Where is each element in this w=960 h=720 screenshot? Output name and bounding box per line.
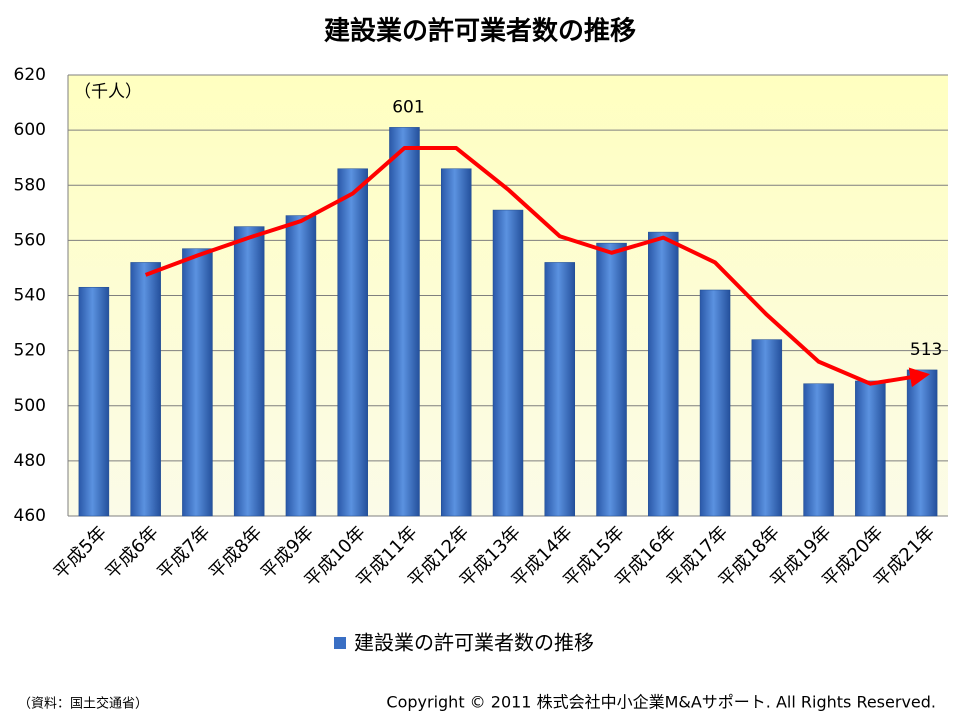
y-tick-label: 520	[14, 341, 46, 361]
bar	[751, 339, 783, 517]
trend-line	[144, 146, 931, 388]
x-tick-label: 平成7年	[153, 522, 214, 583]
bar	[182, 248, 213, 517]
bar	[699, 289, 731, 517]
x-tick-label: 平成5年	[50, 522, 111, 583]
unit-label: （千人）	[74, 82, 142, 102]
bar	[233, 226, 265, 517]
y-tick-label: 560	[14, 230, 46, 250]
source: （資料：国土交通省）	[18, 696, 148, 712]
y-tick-label: 620	[14, 65, 46, 85]
bar	[130, 262, 161, 517]
bar	[492, 209, 524, 517]
data-label: 513	[910, 340, 942, 360]
y-tick-label: 500	[14, 396, 46, 416]
bar	[440, 168, 472, 517]
y-tick-label: 580	[14, 175, 46, 195]
bar	[596, 242, 627, 517]
y-tick-label: 460	[14, 506, 46, 526]
bar	[337, 168, 368, 517]
bar	[285, 215, 317, 517]
bar	[803, 383, 834, 517]
legend-label: 建設業の許可業者数の推移	[354, 631, 594, 655]
copyright: Copyright © 2011 株式会社中小企業M&Aサポート. All Ri…	[386, 693, 936, 712]
y-tick-label: 480	[14, 451, 46, 471]
bar	[78, 286, 110, 517]
x-tick-label: 平成8年	[205, 522, 266, 583]
chart-title: 建設業の許可業者数の推移	[324, 16, 636, 47]
data-label: 601	[392, 97, 424, 117]
x-tick-label: 平成6年	[102, 522, 163, 583]
legend-swatch	[334, 637, 346, 649]
y-tick-label: 600	[14, 120, 46, 140]
y-tick-label: 540	[14, 286, 46, 306]
bar	[906, 369, 938, 517]
bar	[389, 127, 420, 517]
bar	[648, 231, 679, 517]
bar	[855, 380, 886, 517]
bar	[544, 262, 576, 517]
